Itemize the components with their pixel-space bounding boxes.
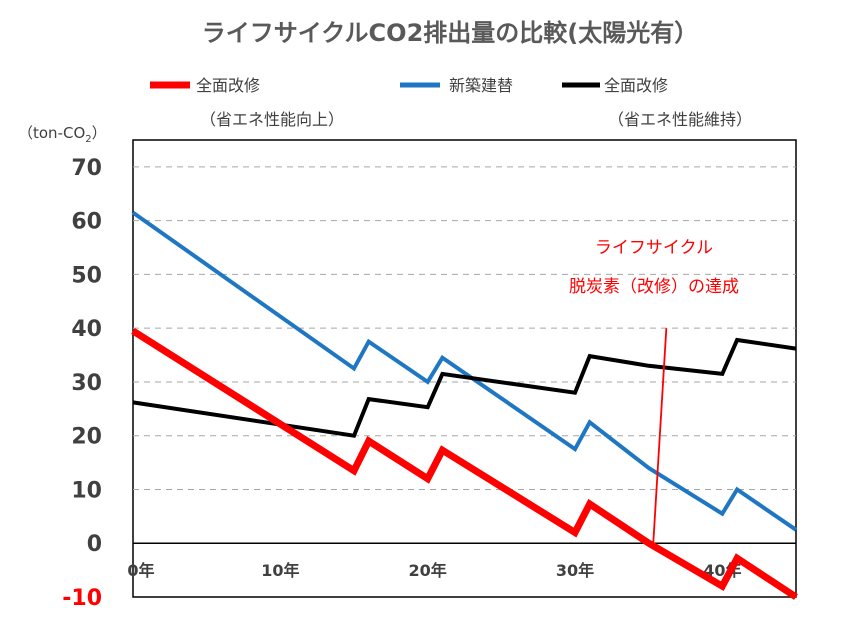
- x-tick-label: 30年: [556, 561, 594, 580]
- series-group: [131, 210, 798, 600]
- y-tick-label: 10: [71, 478, 102, 503]
- y-tick-label: 0: [87, 532, 102, 557]
- y-unit-label: （ton-CO2）: [18, 124, 107, 145]
- y-tick-label: -10: [62, 586, 102, 611]
- legend-label-renovation-maintained: 全面改修: [604, 76, 668, 95]
- plot-area: [132, 139, 797, 598]
- y-tick-label: 70: [71, 156, 102, 181]
- x-tick-label: 20年: [409, 561, 447, 580]
- legend-sublabel-renovation-improved: （省エネ性能向上）: [200, 110, 344, 129]
- x-tick-label: 0年: [127, 561, 154, 580]
- y-tick-label: 60: [71, 210, 102, 235]
- legend-sublabel-renovation-maintained: （省エネ性能維持）: [608, 110, 752, 129]
- y-tick-label: 20: [71, 425, 102, 450]
- series-line-renovation-improved: [131, 327, 798, 600]
- chart-title: ライフサイクルCO2排出量の比較(太陽光有）: [202, 19, 698, 47]
- annotation-line-1: ライフサイクル: [595, 238, 713, 258]
- y-axis-ticks: 70 60 50 40 30 20 10 0 -10: [62, 156, 102, 611]
- y-tick-label: 40: [71, 317, 102, 342]
- series-line-renovation-maintained: [132, 337, 797, 438]
- achievement-marker-line: [652, 328, 668, 546]
- x-axis-ticks: 0年 10年 20年 30年 40年: [127, 561, 741, 580]
- y-tick-label: 30: [71, 371, 102, 396]
- gridlines: [133, 166, 796, 490]
- x-tick-label: 10年: [261, 561, 299, 580]
- legend: 全面改修 （省エネ性能向上） 新築建替 全面改修 （省エネ性能維持）: [150, 76, 752, 129]
- legend-label-renovation-improved: 全面改修: [196, 76, 260, 95]
- series-line-rebuild: [131, 210, 798, 532]
- annotation-line-2: 脱炭素（改修）の達成: [569, 277, 739, 297]
- y-tick-label: 50: [71, 263, 102, 288]
- legend-label-rebuild: 新築建替: [449, 76, 513, 95]
